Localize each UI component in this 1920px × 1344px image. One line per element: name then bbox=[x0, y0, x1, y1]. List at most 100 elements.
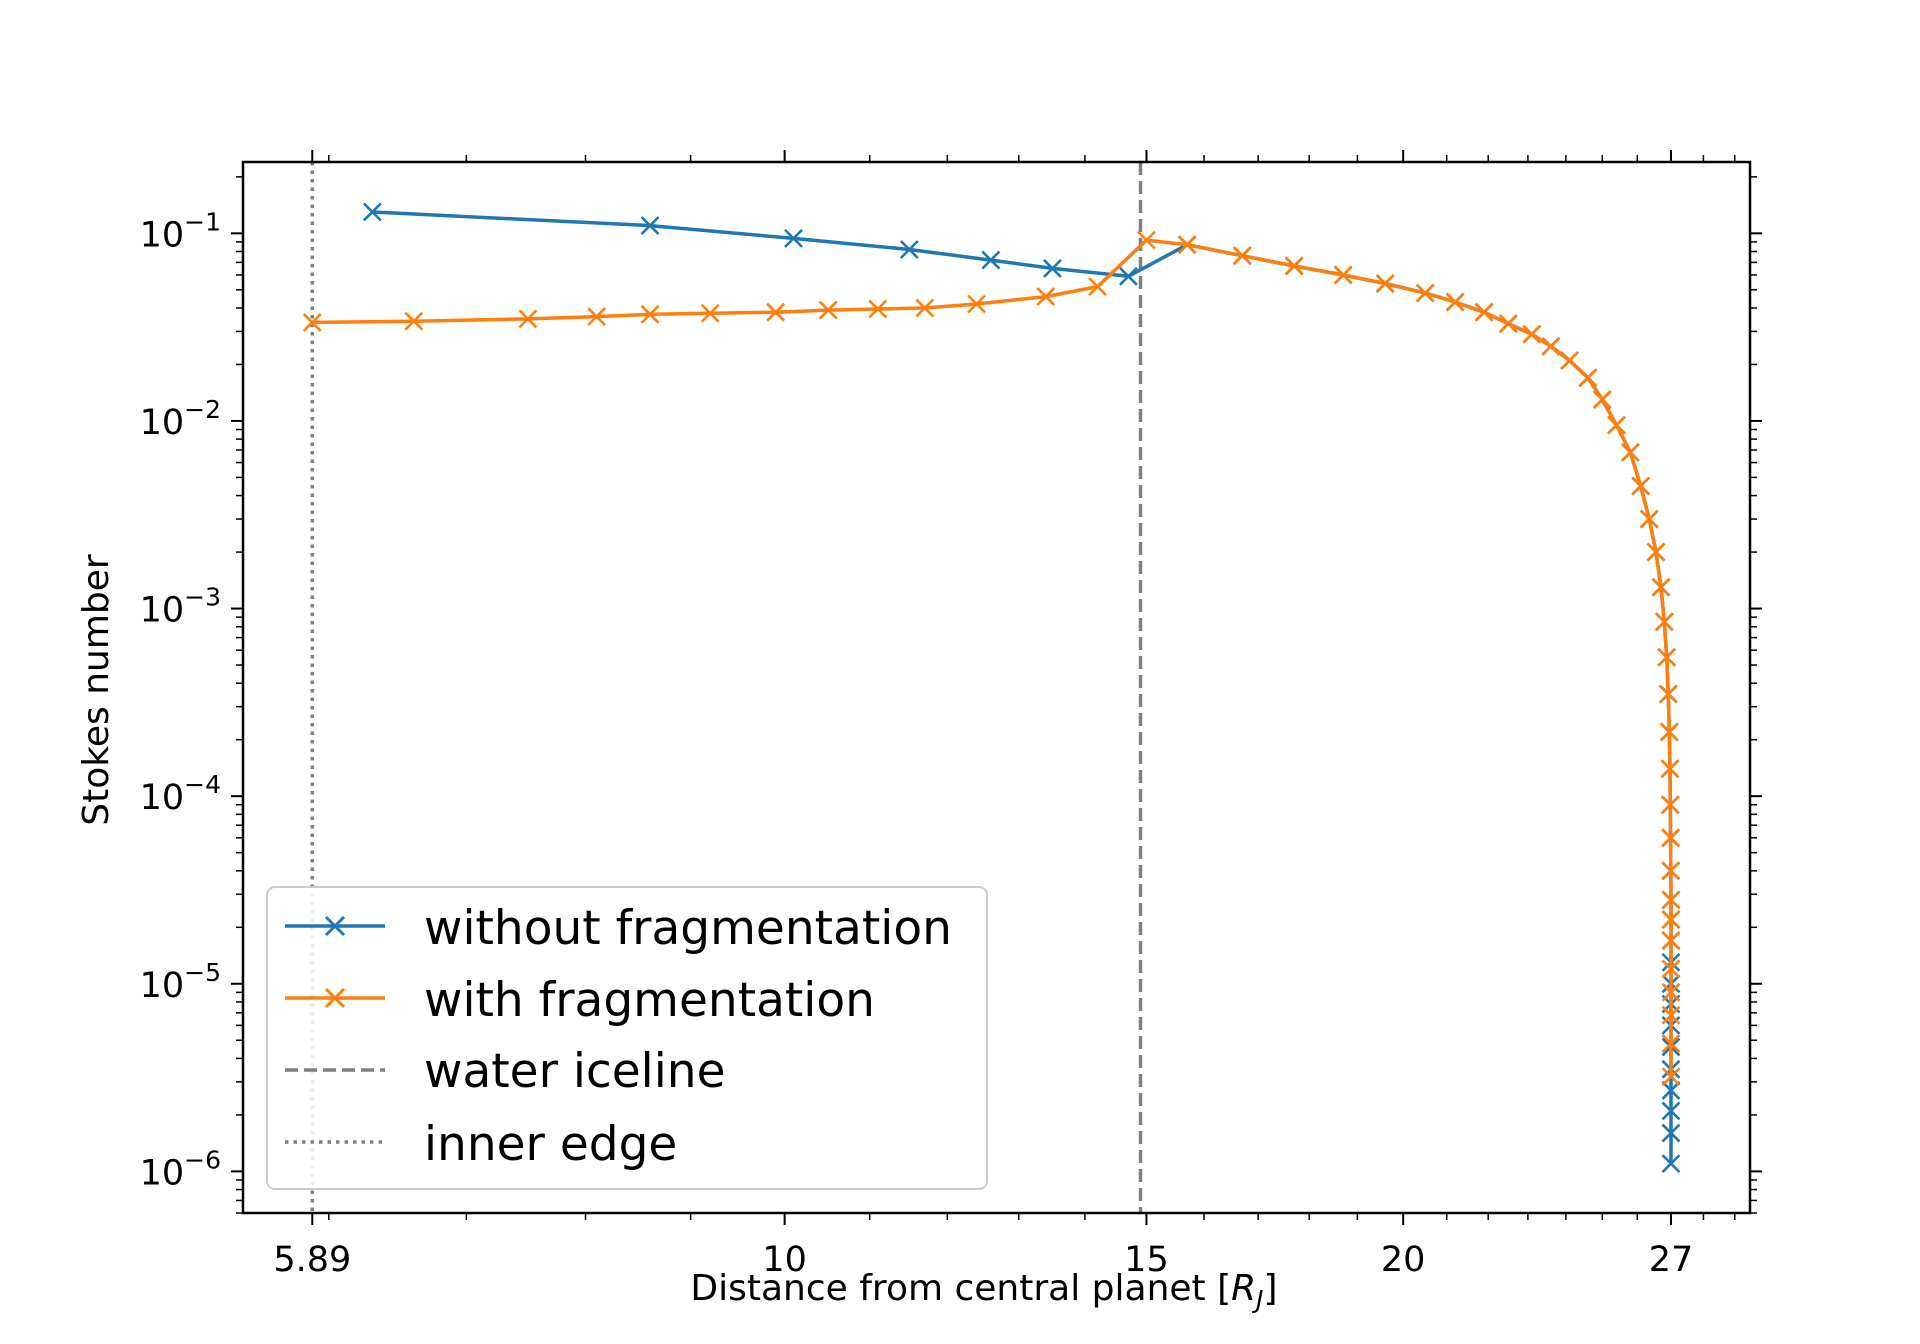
series-point-with-fragmentation bbox=[1560, 351, 1579, 370]
y-tick-label-base: 10 bbox=[140, 403, 185, 443]
series-point-with-fragmentation bbox=[1661, 861, 1681, 881]
series-point-with-fragmentation bbox=[967, 294, 987, 314]
y-tick-label-base: 10 bbox=[140, 591, 185, 631]
axes-frame bbox=[241, 160, 1752, 1215]
x-axis-label: Distance from central planet [RJ] bbox=[690, 1268, 1277, 1314]
y-tick-label-base: 10 bbox=[140, 1153, 185, 1193]
series-point-without-fragmentation bbox=[1661, 1101, 1681, 1121]
series-line-with-fragmentation bbox=[312, 238, 1673, 1077]
legend-marker-without-fragmentation bbox=[324, 915, 346, 937]
series-point-without-fragmentation bbox=[1043, 259, 1062, 278]
series-point-with-fragmentation bbox=[1654, 612, 1674, 632]
y-tick-label: 10−3 bbox=[140, 583, 221, 631]
legend-label-water-iceline: water iceline bbox=[424, 1044, 725, 1099]
series-point-with-fragmentation bbox=[818, 300, 838, 320]
y-tick-label-exponent: −6 bbox=[184, 1145, 221, 1174]
series-point-with-fragmentation bbox=[518, 309, 538, 329]
legend: without fragmentation with fragmentation… bbox=[266, 886, 988, 1190]
y-tick-label: 10−6 bbox=[140, 1145, 221, 1193]
legend-label-with-fragmentation: with fragmentation bbox=[424, 973, 875, 1028]
series-point-with-fragmentation bbox=[1658, 684, 1678, 704]
series-point-without-fragmentation bbox=[640, 216, 660, 235]
series-point-with-fragmentation bbox=[1375, 274, 1395, 293]
y-tick-label-exponent: −3 bbox=[184, 583, 221, 612]
series-point-with-fragmentation bbox=[1661, 1034, 1681, 1053]
series-point-with-fragmentation bbox=[1592, 390, 1612, 409]
series-point-with-fragmentation bbox=[302, 313, 322, 332]
x-axis-label-close: ] bbox=[1264, 1268, 1278, 1309]
y-tick-label-base: 10 bbox=[140, 966, 185, 1006]
series-point-with-fragmentation bbox=[640, 304, 660, 324]
series-point-with-fragmentation bbox=[1137, 230, 1156, 250]
x-tick-label: 27 bbox=[1649, 1240, 1694, 1280]
series-point-with-fragmentation bbox=[1659, 722, 1679, 742]
series-point-with-fragmentation bbox=[1522, 324, 1542, 344]
series-point-with-fragmentation bbox=[766, 302, 786, 322]
series-point-without-fragmentation bbox=[1661, 1081, 1681, 1100]
series-point-with-fragmentation bbox=[915, 298, 935, 318]
y-tick-label: 10−4 bbox=[140, 770, 221, 818]
series-point-with-fragmentation bbox=[1498, 314, 1518, 334]
series-point-with-fragmentation bbox=[1284, 256, 1304, 276]
y-tick-label-base: 10 bbox=[140, 215, 185, 255]
series-point-with-fragmentation bbox=[868, 299, 888, 319]
series-point-with-fragmentation bbox=[1639, 509, 1659, 529]
x-axis-label-main: Distance from central planet [ bbox=[690, 1268, 1231, 1309]
series-point-with-fragmentation bbox=[1541, 336, 1561, 356]
series-point-with-fragmentation bbox=[1661, 982, 1681, 1002]
series-point-with-fragmentation bbox=[1333, 265, 1353, 285]
x-tick-label: 10 bbox=[762, 1240, 807, 1280]
series-point-with-fragmentation bbox=[1631, 476, 1651, 496]
series-point-with-fragmentation bbox=[1660, 759, 1680, 779]
series-point-with-fragmentation bbox=[1177, 235, 1197, 255]
x-tick-label: 20 bbox=[1381, 1240, 1426, 1280]
legend-frame bbox=[266, 886, 988, 1190]
series-point-without-fragmentation bbox=[981, 250, 1001, 270]
series-point-with-fragmentation bbox=[587, 307, 607, 326]
series-point-without-fragmentation bbox=[1661, 1123, 1681, 1143]
series-point-with-fragmentation bbox=[1657, 647, 1677, 667]
y-tick-label: 10−2 bbox=[140, 395, 221, 443]
y-tick-label: 10−5 bbox=[140, 958, 221, 1006]
legend-label-inner-edge: inner edge bbox=[424, 1117, 677, 1172]
legend-marker-with-fragmentation bbox=[324, 987, 346, 1009]
series-point-with-fragmentation bbox=[1036, 287, 1056, 307]
series-point-without-fragmentation bbox=[899, 240, 919, 259]
x-axis-label-math: R bbox=[1231, 1268, 1256, 1309]
series-point-with-fragmentation bbox=[1661, 828, 1681, 848]
series-point-with-fragmentation bbox=[1607, 415, 1626, 435]
series-point-without-fragmentation bbox=[362, 202, 382, 222]
series-point-with-fragmentation bbox=[1660, 795, 1680, 815]
series-point-without-fragmentation bbox=[1661, 1154, 1681, 1174]
series-point-with-fragmentation bbox=[1661, 931, 1681, 950]
series-point-with-fragmentation bbox=[1661, 890, 1681, 910]
y-tick-label-exponent: −2 bbox=[184, 395, 221, 424]
series-point-with-fragmentation bbox=[1661, 1005, 1681, 1025]
x-tick-label: 5.89 bbox=[273, 1240, 351, 1280]
series-point-with-fragmentation bbox=[1474, 302, 1494, 322]
y-tick-label-exponent: −1 bbox=[184, 207, 221, 236]
series-point-with-fragmentation bbox=[1232, 246, 1252, 266]
y-tick-label-exponent: −5 bbox=[184, 958, 221, 987]
series-point-with-fragmentation bbox=[700, 303, 720, 323]
y-tick-label: 10−1 bbox=[140, 207, 221, 255]
series-point-with-fragmentation bbox=[1661, 910, 1681, 929]
series-point-without-fragmentation bbox=[784, 228, 803, 248]
y-tick-label-base: 10 bbox=[140, 778, 185, 818]
series-point-with-fragmentation bbox=[1415, 283, 1435, 303]
y-axis-label: Stokes number bbox=[76, 554, 117, 826]
series-point-without-fragmentation bbox=[1119, 266, 1138, 286]
series-point-with-fragmentation bbox=[1445, 292, 1465, 312]
series-point-with-fragmentation bbox=[1646, 542, 1666, 562]
data-series-group bbox=[302, 202, 1681, 1174]
series-point-with-fragmentation bbox=[404, 311, 424, 331]
series-point-with-fragmentation bbox=[1088, 277, 1107, 297]
legend-label-without-fragmentation: without fragmentation bbox=[424, 901, 952, 956]
y-tick-label-exponent: −4 bbox=[184, 770, 221, 799]
series-point-with-fragmentation bbox=[1578, 368, 1598, 388]
series-point-with-fragmentation bbox=[1651, 577, 1671, 597]
x-tick-label: 15 bbox=[1124, 1240, 1169, 1280]
series-point-with-fragmentation bbox=[1661, 1067, 1681, 1087]
